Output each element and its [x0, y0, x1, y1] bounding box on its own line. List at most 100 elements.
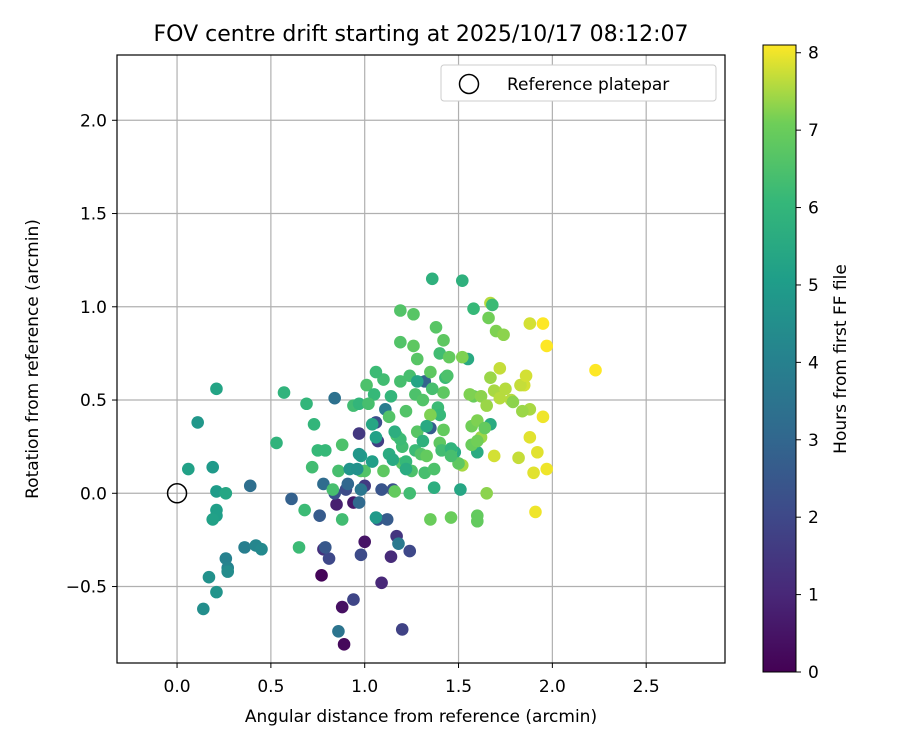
- data-point: [394, 304, 407, 317]
- data-point: [536, 410, 550, 424]
- data-point: [380, 513, 394, 526]
- data-point: [433, 408, 447, 422]
- data-point: [394, 375, 407, 388]
- data-point: [347, 593, 360, 606]
- colorbar-tick-label: 6: [808, 199, 819, 219]
- data-point: [444, 511, 458, 524]
- y-tick-label: 1.0: [80, 298, 107, 318]
- data-point: [589, 363, 602, 377]
- data-point: [332, 464, 345, 478]
- data-point: [527, 466, 540, 480]
- data-point: [377, 464, 390, 478]
- data-point: [437, 334, 450, 347]
- data-point: [474, 390, 488, 403]
- data-point: [330, 498, 343, 511]
- y-tick-label: 0.0: [80, 484, 107, 504]
- reference-platepar-marker: [166, 483, 188, 504]
- data-point: [407, 307, 420, 321]
- colorbar-ticks: 0 1 2 3 4 5 6 7 8: [796, 44, 819, 683]
- colorbar-tick-label: 8: [808, 44, 819, 64]
- data-point: [354, 483, 368, 496]
- data-point: [410, 425, 424, 439]
- legend-box: [440, 64, 717, 102]
- plot-frame: [116, 54, 726, 664]
- data-point: [454, 483, 467, 496]
- data-point: [255, 542, 268, 556]
- data-point: [425, 272, 439, 286]
- data-point: [440, 369, 454, 383]
- data-point: [365, 417, 379, 431]
- data-point: [519, 369, 533, 383]
- data-point: [197, 602, 210, 616]
- data-point: [332, 624, 345, 638]
- colorbar-tick-label: 2: [808, 508, 819, 528]
- data-point: [367, 388, 381, 401]
- data-point: [463, 388, 477, 401]
- data-point: [335, 513, 349, 526]
- data-point: [410, 375, 424, 388]
- reference-marker-layer: [166, 483, 188, 504]
- data-point: [384, 390, 398, 403]
- data-point: [352, 447, 366, 461]
- data-point: [486, 298, 499, 312]
- colorbar-tick-label: 5: [808, 276, 819, 296]
- data-point: [455, 350, 469, 364]
- data-point: [506, 395, 520, 409]
- scatter-points: [182, 272, 602, 651]
- data-point: [499, 382, 512, 396]
- data-point: [536, 317, 550, 330]
- colorbar-tick-label: 0: [808, 663, 819, 683]
- data-point: [487, 449, 501, 463]
- data-point: [493, 362, 507, 375]
- data-point: [429, 320, 443, 334]
- data-point: [362, 397, 375, 411]
- data-point: [444, 449, 458, 463]
- data-point: [493, 391, 507, 405]
- data-point: [270, 436, 283, 450]
- data-point: [442, 350, 456, 364]
- data-point: [369, 431, 383, 444]
- colorbar-tick-label: 4: [808, 353, 819, 373]
- data-point: [531, 445, 544, 459]
- data-point: [352, 397, 366, 411]
- data-point: [318, 444, 332, 457]
- data-point: [480, 399, 493, 412]
- data-point: [540, 462, 554, 476]
- data-point: [497, 328, 510, 342]
- x-tick-label: 2.5: [633, 677, 660, 697]
- colorbar: 0 1 2 3 4 5 6 7 8 Hours from first FF file: [762, 44, 851, 683]
- data-point: [437, 423, 450, 437]
- data-point: [407, 339, 420, 353]
- data-point: [292, 541, 306, 554]
- x-tick-label: 0.5: [257, 677, 284, 697]
- data-point: [238, 541, 251, 554]
- data-point: [365, 455, 379, 468]
- data-point: [206, 513, 220, 526]
- data-point: [394, 335, 407, 349]
- data-point: [399, 462, 413, 476]
- data-point: [420, 449, 433, 463]
- data-point: [210, 382, 223, 396]
- x-tick-label: 1.5: [445, 677, 472, 697]
- data-point: [480, 486, 493, 500]
- data-point: [221, 565, 235, 578]
- data-point: [470, 434, 484, 448]
- y-tick-label: 0.5: [80, 391, 107, 411]
- data-point: [317, 477, 330, 491]
- data-point: [424, 408, 437, 422]
- legend-reference-marker: [458, 73, 480, 95]
- legend-label: Reference platepar: [507, 75, 669, 95]
- data-point: [427, 462, 441, 476]
- data-point: [382, 410, 396, 424]
- data-point: [416, 434, 430, 448]
- data-point: [388, 485, 402, 498]
- data-point: [335, 600, 349, 614]
- data-point: [388, 425, 402, 439]
- data-point: [326, 483, 340, 496]
- data-point: [354, 548, 368, 562]
- data-point: [516, 404, 529, 418]
- data-point: [328, 391, 341, 405]
- y-tick-label: 1.5: [80, 205, 107, 225]
- data-point: [360, 378, 373, 392]
